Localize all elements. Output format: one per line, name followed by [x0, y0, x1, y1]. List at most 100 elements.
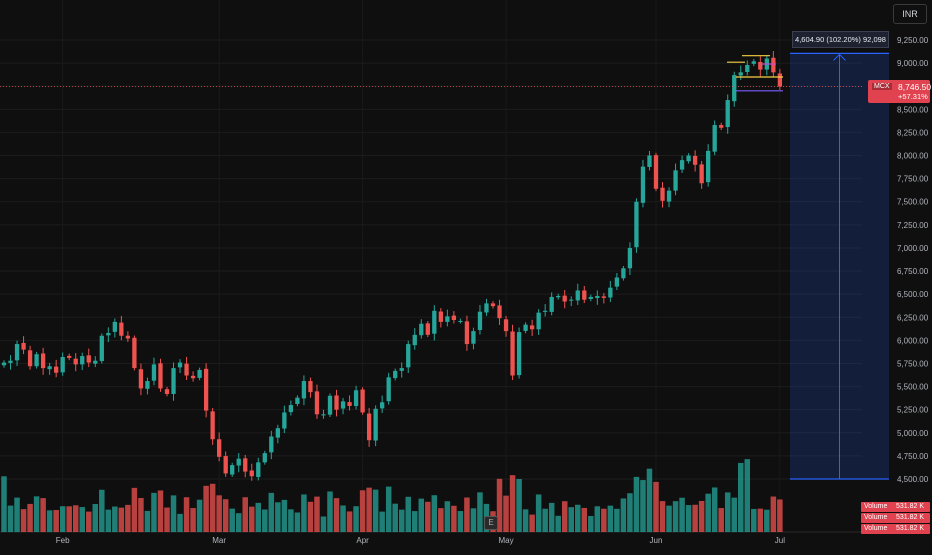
candle-body[interactable]	[282, 412, 287, 429]
candle-body[interactable]	[758, 61, 763, 70]
candle-body[interactable]	[308, 381, 313, 393]
candle-body[interactable]	[432, 310, 437, 334]
candle-body[interactable]	[601, 296, 606, 298]
candle-body[interactable]	[458, 320, 463, 322]
candle-body[interactable]	[210, 411, 215, 440]
candle-body[interactable]	[243, 458, 248, 472]
candle-body[interactable]	[99, 335, 104, 362]
candle-body[interactable]	[327, 395, 333, 415]
candle-body[interactable]	[653, 155, 659, 189]
candle-body[interactable]	[269, 436, 274, 453]
candle-body[interactable]	[125, 335, 131, 339]
candle-body[interactable]	[569, 299, 574, 301]
candle-body[interactable]	[719, 125, 724, 128]
candle-body[interactable]	[510, 331, 515, 376]
candle-body[interactable]	[751, 61, 756, 64]
candle-body[interactable]	[412, 334, 417, 346]
candle-body[interactable]	[425, 323, 430, 335]
candle-body[interactable]	[660, 187, 665, 201]
candle-body[interactable]	[67, 355, 72, 358]
candle-body[interactable]	[301, 381, 307, 399]
candle-body[interactable]	[582, 290, 587, 300]
candle-body[interactable]	[634, 201, 639, 248]
candle-body[interactable]	[666, 190, 672, 202]
currency-button[interactable]: INR	[893, 4, 927, 24]
candle-body[interactable]	[151, 364, 157, 381]
candle-body[interactable]	[771, 57, 776, 73]
candle-body[interactable]	[484, 303, 489, 313]
candle-body[interactable]	[712, 125, 717, 152]
candle-body[interactable]	[588, 296, 593, 299]
candle-body[interactable]	[614, 277, 620, 287]
candle-body[interactable]	[184, 363, 189, 376]
candle-body[interactable]	[777, 73, 783, 87]
candle-body[interactable]	[190, 375, 196, 379]
candle-body[interactable]	[686, 155, 691, 162]
candle-body[interactable]	[8, 360, 13, 363]
candle-body[interactable]	[112, 321, 117, 332]
candle-body[interactable]	[73, 358, 78, 365]
candle-body[interactable]	[503, 319, 509, 332]
candle-body[interactable]	[640, 166, 646, 203]
candle-body[interactable]	[1, 362, 7, 366]
candle-body[interactable]	[217, 439, 222, 457]
candle-body[interactable]	[14, 344, 20, 361]
candle-body[interactable]	[366, 413, 372, 441]
candle-body[interactable]	[386, 377, 391, 402]
candle-body[interactable]	[34, 354, 39, 367]
candle-body[interactable]	[80, 356, 85, 365]
candle-body[interactable]	[575, 290, 580, 301]
candle-body[interactable]	[275, 428, 280, 438]
candle-body[interactable]	[203, 368, 209, 411]
candle-body[interactable]	[262, 453, 267, 463]
candle-body[interactable]	[679, 160, 685, 170]
candle-body[interactable]	[529, 325, 535, 330]
price-axis[interactable]: 4,500.00 4,750.00 5,000.00 5,250.00 5,500.00…	[897, 36, 929, 484]
candle-body[interactable]	[347, 402, 352, 406]
candle-body[interactable]	[321, 414, 326, 416]
candle-body[interactable]	[673, 170, 678, 191]
candle-body[interactable]	[399, 368, 404, 371]
candle-body[interactable]	[249, 470, 254, 477]
candle-body[interactable]	[353, 390, 359, 406]
candle-body[interactable]	[256, 462, 261, 477]
candle-body[interactable]	[295, 397, 300, 404]
candle-body[interactable]	[627, 247, 633, 269]
candle-body[interactable]	[692, 155, 698, 165]
candle-body[interactable]	[177, 362, 183, 368]
measure-tool[interactable]	[790, 52, 889, 480]
candle-body[interactable]	[536, 312, 541, 330]
candle-body[interactable]	[647, 155, 652, 167]
candle-body[interactable]	[595, 296, 600, 299]
candle-body[interactable]	[621, 268, 626, 279]
candle-body[interactable]	[360, 389, 365, 413]
candle-body[interactable]	[562, 295, 567, 302]
candle-body[interactable]	[340, 401, 346, 409]
candlesticks[interactable]	[1, 50, 783, 481]
candle-body[interactable]	[86, 355, 91, 363]
candle-body[interactable]	[40, 353, 46, 369]
candle-body[interactable]	[549, 296, 554, 312]
candle-body[interactable]	[138, 369, 144, 389]
candle-body[interactable]	[223, 456, 228, 474]
candle-body[interactable]	[236, 458, 241, 466]
candle-body[interactable]	[706, 150, 711, 183]
candle-body[interactable]	[314, 391, 320, 415]
candle-body[interactable]	[27, 350, 33, 367]
candle-body[interactable]	[54, 366, 59, 373]
candle-body[interactable]	[497, 305, 502, 319]
candle-body[interactable]	[406, 344, 411, 368]
candle-body[interactable]	[556, 296, 561, 298]
candle-body[interactable]	[543, 310, 548, 312]
candle-body[interactable]	[230, 465, 235, 475]
candle-body[interactable]	[47, 366, 52, 370]
earnings-icon[interactable]: E	[484, 516, 498, 530]
candle-body[interactable]	[106, 332, 111, 336]
candle-body[interactable]	[438, 311, 443, 322]
candle-body[interactable]	[451, 315, 457, 321]
candle-body[interactable]	[445, 316, 450, 322]
candle-body[interactable]	[132, 337, 137, 369]
candle-body[interactable]	[93, 360, 98, 364]
